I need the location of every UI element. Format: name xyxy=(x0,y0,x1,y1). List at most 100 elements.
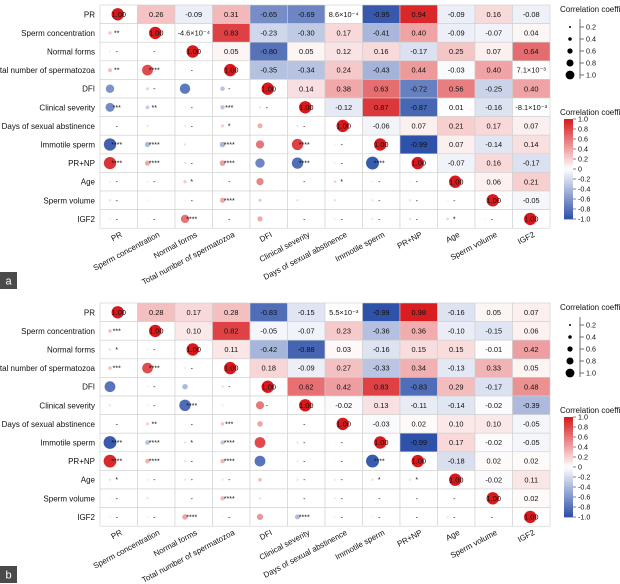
cell-value: 0.29 xyxy=(449,382,463,391)
significance-mark: - xyxy=(191,366,194,373)
row-label: PR+NP xyxy=(68,457,95,466)
corr-dot xyxy=(145,440,150,445)
significance-mark: **** xyxy=(299,161,310,168)
corr-dot xyxy=(333,497,337,500)
colorbar-segment xyxy=(564,507,573,510)
corr-dot xyxy=(146,348,149,351)
colorbar-segment xyxy=(564,204,573,207)
cell-value: 0.48 xyxy=(524,382,538,391)
heatmap-cell xyxy=(249,190,288,210)
cell-value: 0.25 xyxy=(449,47,463,56)
row-label: IGF2 xyxy=(77,513,95,522)
cell-value: -0.36 xyxy=(373,327,390,336)
heatmap-cell xyxy=(399,172,438,192)
cell-value: 0.01 xyxy=(449,103,463,112)
heatmap-cell xyxy=(287,116,326,136)
row-label: DFI xyxy=(82,383,95,392)
significance-mark: - xyxy=(453,198,456,205)
significance-mark: - xyxy=(341,142,344,149)
heatmap-cell xyxy=(324,134,363,155)
colorbar-label: -0.8 xyxy=(578,503,590,512)
corr-dot xyxy=(296,199,299,202)
diag-value: 1.00 xyxy=(524,513,538,522)
cell-value: 0.42 xyxy=(524,345,538,354)
heatmap-cell xyxy=(99,79,138,99)
heatmap-cell xyxy=(174,451,213,471)
size-legend-dot xyxy=(566,357,574,365)
colorbar-label: -0.2 xyxy=(578,175,590,184)
colorbar-segment xyxy=(564,119,573,122)
heatmap-cell xyxy=(437,190,476,210)
panel-label: b xyxy=(5,570,11,582)
significance-mark: * xyxy=(190,179,193,186)
corr-dot xyxy=(333,143,337,146)
cell-value: -0.09 xyxy=(185,10,202,19)
corr-dot xyxy=(183,366,187,370)
cell-value: 5.5×10⁻³ xyxy=(329,308,359,317)
cell-value: 0.06 xyxy=(524,327,538,336)
colorbar-segment xyxy=(564,444,573,448)
colorbar-label: -1.0 xyxy=(578,215,590,224)
colorbar-segment xyxy=(564,136,573,140)
colorbar-segment xyxy=(564,424,573,428)
significance-mark: - xyxy=(153,216,156,223)
significance-mark: * xyxy=(378,477,381,484)
corr-dot xyxy=(183,441,187,444)
colorbar-segment xyxy=(564,164,573,167)
significance-mark: - xyxy=(116,123,119,130)
significance-mark: **** xyxy=(186,403,197,410)
diag-circle xyxy=(299,101,312,114)
heatmap-cell xyxy=(324,507,363,527)
corr-dot xyxy=(146,478,149,481)
cell-value: -0.17 xyxy=(410,47,427,56)
colorbar-segment xyxy=(564,189,573,192)
cell-value: 0.38 xyxy=(337,84,351,93)
colorbar-label: -0.4 xyxy=(578,185,590,194)
diag-circle xyxy=(374,138,387,151)
significance-mark: **** xyxy=(224,142,235,149)
cell-value: -0.14 xyxy=(448,401,465,410)
significance-mark: *** xyxy=(225,421,233,428)
colorbar-segment xyxy=(564,429,573,433)
corr-dot xyxy=(108,404,112,407)
corr-dot xyxy=(333,459,337,463)
significance-mark: **** xyxy=(374,459,385,466)
diag-circle xyxy=(111,306,124,319)
corr-dot xyxy=(296,422,299,426)
colorbar-segment xyxy=(564,131,573,135)
colorbar-segment xyxy=(564,214,573,217)
row-label: Clinical severity xyxy=(39,401,95,410)
heatmap-cell xyxy=(99,395,138,415)
colorbar-label: 0 xyxy=(578,463,582,472)
heatmap-cell xyxy=(324,451,363,471)
corr-dot xyxy=(108,478,112,481)
column-label: Sperm concentration xyxy=(92,230,161,273)
cell-value: -0.33 xyxy=(373,364,390,373)
corr-dot xyxy=(371,199,374,202)
size-legend-dot xyxy=(569,324,571,326)
significance-mark: **** xyxy=(111,161,122,168)
colorbar-segment xyxy=(564,419,573,423)
cell-value: 0.17 xyxy=(337,29,351,38)
colorbar-label: -1.0 xyxy=(578,513,590,522)
colorbar-segment xyxy=(564,492,573,495)
heatmap-cell xyxy=(212,209,251,229)
size-legend-label: 0.2 xyxy=(586,321,596,330)
significance-mark: - xyxy=(228,216,231,223)
column-label: PR xyxy=(110,230,124,243)
corr-dot xyxy=(408,497,412,500)
cell-value: 8.6×10⁻⁴ xyxy=(329,10,359,19)
cell-value: -0.05 xyxy=(523,420,540,429)
row-label: Age xyxy=(81,178,96,187)
corr-dot xyxy=(103,156,117,170)
size-legend-label: 1.0 xyxy=(586,71,596,80)
significance-mark: - xyxy=(153,179,156,186)
colorbar-segment xyxy=(564,159,573,162)
colorbar-segment xyxy=(564,477,573,480)
cell-value: -0.11 xyxy=(411,401,427,410)
significance-mark: - xyxy=(153,86,156,93)
cell-value: 0.27 xyxy=(337,364,351,373)
cell-value: 0.83 xyxy=(224,29,238,38)
significance-mark: *** xyxy=(113,328,121,335)
